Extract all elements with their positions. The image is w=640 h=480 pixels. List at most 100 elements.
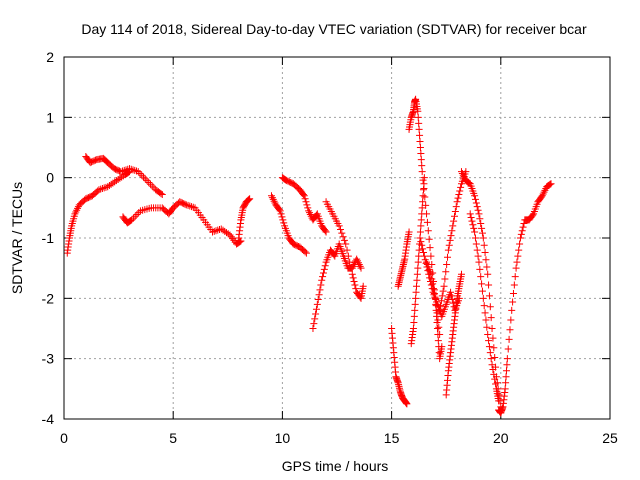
series-arc-15-drop	[388, 325, 411, 408]
data-point-marker	[457, 168, 465, 176]
data-point-marker	[478, 287, 486, 295]
data-point-marker	[444, 246, 452, 254]
y-tick-label: -1	[42, 230, 55, 246]
data-point-marker	[447, 288, 455, 296]
data-point-marker	[210, 227, 218, 235]
data-point-marker	[473, 246, 481, 254]
data-point-marker	[412, 288, 420, 296]
data-point-marker	[340, 236, 348, 244]
data-point-marker	[224, 230, 232, 238]
data-point-marker	[488, 325, 496, 332]
data-point-marker	[457, 183, 465, 191]
data-point-marker	[315, 291, 323, 299]
data-point-marker	[538, 192, 546, 200]
data-point-marker	[305, 209, 313, 217]
data-point-marker	[503, 355, 511, 363]
data-point-marker	[138, 171, 146, 179]
data-point-marker	[417, 216, 425, 224]
data-point-marker	[157, 190, 165, 198]
series-arc-15-rise	[394, 228, 413, 290]
data-point-marker	[415, 119, 423, 127]
data-point-marker	[414, 113, 422, 121]
data-point-marker	[322, 228, 330, 236]
data-point-marker	[299, 191, 307, 199]
data-point-marker	[335, 222, 343, 230]
data-point-marker	[483, 263, 491, 271]
data-point-marker	[411, 306, 419, 314]
data-point-marker	[486, 303, 494, 311]
data-point-marker	[435, 323, 443, 331]
data-point-marker	[478, 280, 486, 288]
y-tick-label: 0	[46, 170, 54, 186]
data-point-marker	[449, 222, 457, 230]
data-point-marker	[338, 229, 346, 237]
data-point-marker	[517, 230, 525, 238]
data-point-marker	[134, 168, 142, 176]
data-point-marker	[537, 193, 545, 201]
data-point-marker	[539, 190, 547, 198]
data-point-marker	[320, 265, 328, 273]
data-point-marker	[354, 259, 362, 267]
data-point-marker	[436, 306, 444, 314]
series-arc-9-11	[267, 192, 310, 257]
data-point-marker	[489, 334, 497, 342]
data-point-marker	[148, 182, 156, 190]
data-point-marker	[520, 220, 528, 228]
data-point-marker	[420, 252, 428, 260]
data-point-marker	[145, 178, 153, 186]
data-point-marker	[438, 343, 446, 351]
data-point-marker	[416, 144, 424, 151]
data-point-marker	[495, 391, 503, 399]
data-point-marker	[417, 238, 425, 246]
data-point-marker	[226, 231, 234, 239]
data-point-marker	[486, 349, 494, 357]
series-arc-11-13	[309, 240, 365, 332]
data-point-marker	[465, 179, 473, 187]
data-point-marker	[346, 258, 354, 266]
data-point-marker	[488, 361, 496, 369]
data-point-marker	[410, 312, 418, 320]
data-point-marker	[540, 188, 548, 196]
data-point-marker	[502, 379, 510, 387]
data-point-marker	[355, 261, 363, 269]
x-tick-label: 20	[493, 430, 509, 446]
data-point-marker	[447, 232, 455, 240]
data-point-marker	[419, 198, 427, 206]
data-point-marker	[448, 227, 456, 235]
data-point-marker	[481, 248, 489, 256]
data-point-marker	[417, 222, 425, 230]
data-point-marker	[305, 207, 313, 215]
data-point-marker	[357, 264, 365, 272]
data-point-marker	[509, 298, 517, 306]
data-point-marker	[280, 219, 288, 227]
data-point-marker	[413, 276, 421, 284]
data-point-marker	[506, 326, 514, 334]
data-point-marker	[479, 294, 487, 302]
data-point-marker	[227, 233, 235, 241]
data-point-marker	[351, 281, 359, 289]
data-point-marker	[310, 320, 318, 328]
data-point-marker	[319, 269, 327, 277]
data-point-marker	[71, 210, 79, 218]
data-point-marker	[435, 349, 443, 357]
data-point-marker	[302, 249, 310, 257]
data-point-marker	[321, 227, 329, 235]
data-point-marker	[74, 204, 82, 212]
y-tick-label: -4	[42, 411, 55, 427]
data-points	[63, 95, 555, 417]
data-point-marker	[129, 214, 137, 222]
data-point-marker	[321, 262, 329, 270]
data-point-marker	[510, 281, 518, 289]
data-point-marker	[466, 210, 474, 218]
series-arc-early-low	[63, 168, 134, 257]
data-point-marker	[468, 217, 476, 225]
x-tick-label: 0	[60, 430, 68, 446]
data-point-marker	[484, 270, 492, 278]
data-point-marker	[501, 385, 509, 393]
data-point-marker	[278, 213, 286, 221]
data-point-marker	[475, 258, 483, 266]
data-point-marker	[513, 258, 521, 266]
data-point-marker	[455, 191, 463, 199]
grid-lines	[64, 57, 610, 419]
